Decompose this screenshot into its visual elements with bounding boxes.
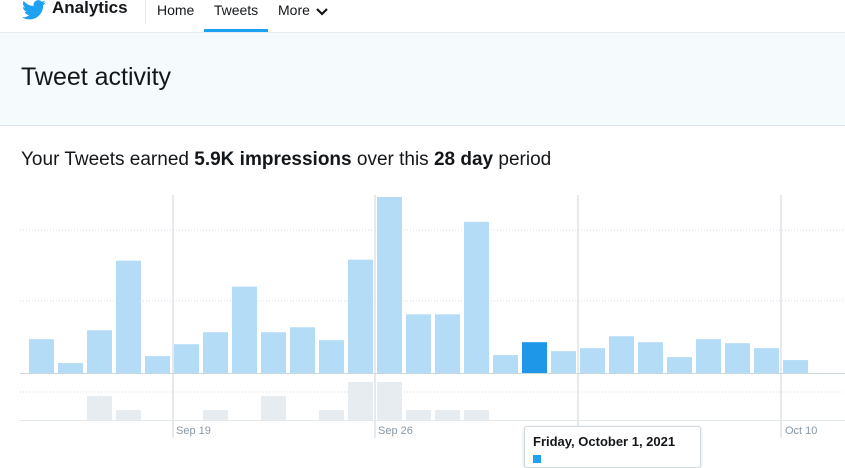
secondary-bar [261, 396, 286, 420]
impressions-bar [232, 286, 257, 373]
secondary-bar [406, 410, 431, 420]
brand-title[interactable]: Analytics [52, 0, 128, 17]
period-length: 28 day [433, 149, 494, 170]
page-title: Tweet activity [21, 63, 172, 91]
impressions-bar [667, 357, 692, 373]
nav-more[interactable]: More [278, 0, 328, 32]
impressions-bar [116, 260, 141, 373]
chart-tooltip: Friday, October 1, 2021 [524, 426, 701, 468]
summary-suffix: period [493, 149, 552, 170]
impressions-bar [319, 340, 344, 373]
impressions-bar [754, 348, 779, 373]
page-header: Tweet activity [0, 33, 845, 126]
impressions-bar [609, 336, 634, 373]
impressions-bar [638, 342, 663, 373]
impressions-bar [58, 363, 83, 373]
secondary-bar [116, 410, 141, 420]
impressions-bar [377, 197, 402, 373]
impressions-bar [435, 314, 460, 373]
impressions-total: 5.9K impressions [194, 149, 352, 170]
impressions-bar [783, 360, 808, 373]
tooltip-series-swatch [533, 455, 541, 463]
secondary-bar [87, 396, 112, 420]
nav-home[interactable]: Home [157, 2, 195, 18]
impressions-bar [261, 332, 286, 373]
impressions-bar [493, 355, 518, 373]
x-tick-label: Sep 26 [378, 425, 413, 437]
nav-tweets-label: Tweets [213, 2, 259, 18]
impressions-bar [580, 348, 605, 373]
nav-divider [145, 0, 146, 24]
impressions-bar [551, 351, 576, 373]
x-tick-label: Oct 10 [785, 425, 817, 437]
x-tick-label: Sep 19 [176, 425, 211, 437]
impressions-bar [725, 343, 750, 373]
impressions-bar [87, 330, 112, 373]
impressions-bar [29, 339, 54, 373]
impressions-bar [145, 356, 170, 373]
top-nav: Analytics Home Tweets More [0, 0, 845, 33]
secondary-bar [319, 410, 344, 420]
secondary-bar [203, 410, 228, 420]
chevron-down-icon [316, 8, 328, 16]
impressions-bar [522, 342, 547, 373]
impressions-summary: Your Tweets earned 5.9K impressions over… [21, 148, 551, 172]
impressions-chart: Sep 19 Sep 26 Oct 10 [20, 195, 845, 438]
secondary-bar [377, 382, 402, 420]
impressions-bar [406, 314, 431, 373]
impressions-bar [174, 344, 199, 373]
impressions-bar [290, 327, 315, 373]
secondary-bar [464, 410, 489, 420]
nav-tweets[interactable]: Tweets [204, 0, 268, 32]
impressions-bar [464, 221, 489, 373]
secondary-bar [435, 410, 460, 420]
summary-prefix: Your Tweets earned [21, 149, 195, 170]
secondary-bar [348, 382, 373, 420]
nav-more-label: More [278, 2, 310, 18]
summary-middle: over this [351, 149, 434, 170]
impressions-bar [203, 332, 228, 373]
twitter-bird-icon[interactable] [22, 0, 46, 20]
impressions-bar [696, 339, 721, 373]
tooltip-date: Friday, October 1, 2021 [533, 434, 676, 449]
impressions-bar [348, 259, 373, 373]
active-tab-underline [204, 29, 268, 32]
